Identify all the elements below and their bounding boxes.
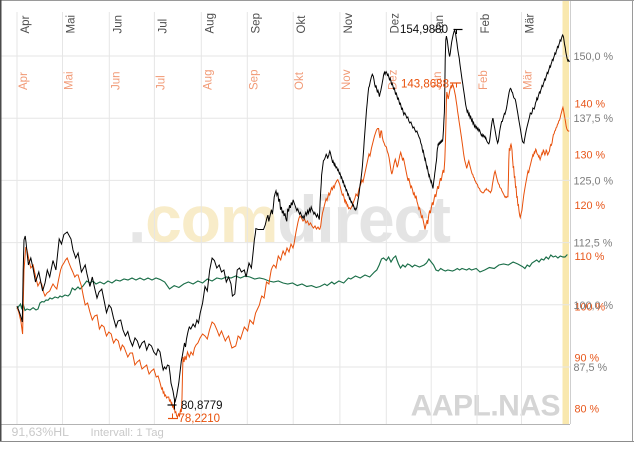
svg-text:100 %: 100 % — [575, 302, 606, 314]
svg-text:Apr: Apr — [18, 72, 30, 90]
svg-text:Nov: Nov — [343, 13, 355, 34]
svg-text:Nov: Nov — [341, 69, 353, 90]
svg-text:100,0 %: 100,0 % — [574, 300, 614, 312]
svg-text:143,8688: 143,8688 — [401, 79, 449, 91]
svg-text:.comdirect: .comdirect — [128, 182, 451, 256]
svg-text:87,5 %: 87,5 % — [574, 362, 608, 374]
svg-text:Mär: Mär — [525, 14, 537, 34]
svg-text:120 %: 120 % — [575, 200, 606, 212]
svg-text:Sep: Sep — [248, 70, 260, 90]
svg-text:Dez: Dez — [387, 69, 399, 90]
svg-text:Apr: Apr — [20, 15, 32, 33]
svg-text:Okt: Okt — [294, 71, 306, 90]
svg-text:Jun: Jun — [112, 15, 124, 34]
svg-text:112,5 %: 112,5 % — [574, 238, 613, 250]
svg-text:154,9880: 154,9880 — [400, 24, 448, 36]
svg-text:80 %: 80 % — [575, 403, 600, 415]
svg-text:Feb: Feb — [480, 14, 492, 34]
svg-text:150,0 %: 150,0 % — [574, 51, 614, 63]
svg-text:137,5 %: 137,5 % — [574, 113, 614, 125]
svg-text:Feb: Feb — [478, 70, 490, 90]
svg-text:Jul: Jul — [157, 19, 169, 34]
svg-text:Mai: Mai — [66, 15, 78, 34]
svg-text:140 %: 140 % — [575, 99, 606, 111]
svg-text:Mär: Mär — [523, 70, 535, 90]
svg-text:Jul: Jul — [155, 75, 167, 90]
svg-text:91,63%HL: 91,63%HL — [12, 425, 70, 439]
svg-text:Jan: Jan — [434, 15, 446, 34]
svg-text:Jun: Jun — [110, 71, 122, 90]
svg-text:90 %: 90 % — [575, 353, 600, 365]
svg-text:Intervall: 1 Tag: Intervall: 1 Tag — [91, 427, 164, 439]
svg-text:125,0 %: 125,0 % — [574, 175, 614, 187]
svg-text:130 %: 130 % — [575, 149, 606, 161]
svg-text:Jan: Jan — [432, 71, 444, 90]
svg-text:110 %: 110 % — [575, 251, 605, 263]
svg-text:Sep: Sep — [250, 13, 262, 33]
svg-text:78,2210: 78,2210 — [179, 413, 221, 425]
svg-text:80,8779: 80,8779 — [181, 400, 223, 412]
svg-text:Aug: Aug — [204, 13, 216, 33]
svg-text:Mai: Mai — [64, 71, 76, 90]
svg-text:Okt: Okt — [296, 15, 308, 34]
svg-text:Dez: Dez — [389, 13, 401, 34]
svg-text:AAPL.NAS: AAPL.NAS — [411, 390, 560, 423]
svg-text:Aug: Aug — [202, 70, 214, 90]
